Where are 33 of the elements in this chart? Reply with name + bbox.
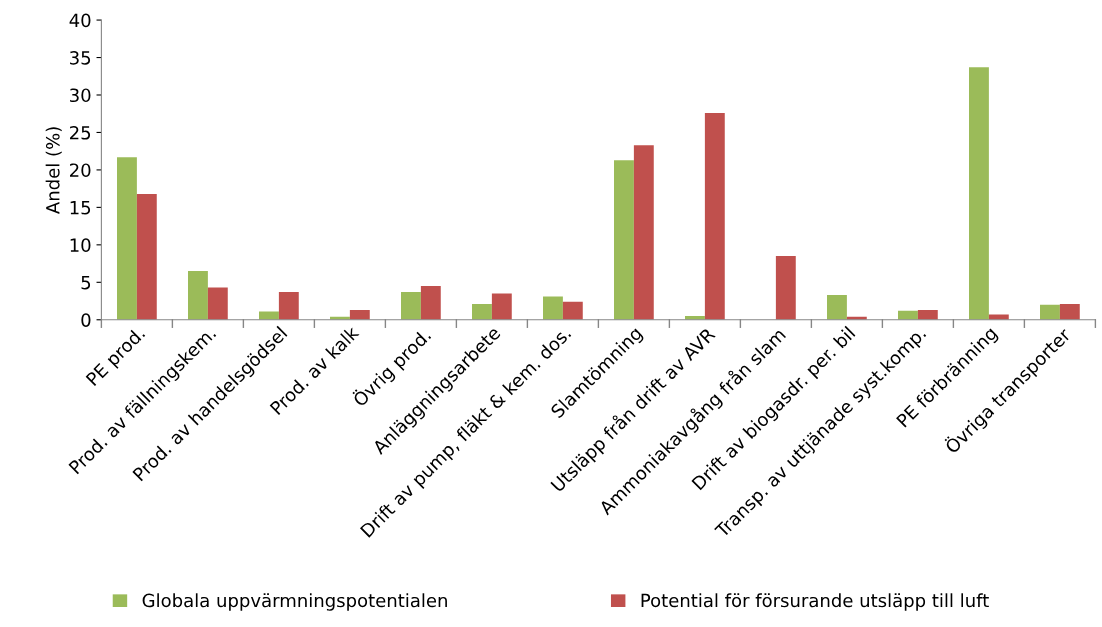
bar	[278, 292, 299, 320]
bar	[349, 310, 370, 320]
y-axis-title: Andel (%)	[45, 127, 62, 214]
bar	[420, 286, 441, 320]
bar	[562, 301, 583, 320]
y-tick-label: 5	[81, 276, 91, 290]
bar	[969, 67, 989, 320]
bar	[491, 293, 512, 320]
y-tick-label: 10	[70, 238, 91, 252]
bar	[704, 112, 725, 320]
y-tick-label: 25	[70, 125, 91, 140]
bar	[1040, 304, 1060, 320]
y-tick-label: 35	[70, 50, 91, 65]
bar	[472, 304, 492, 320]
bar	[614, 160, 634, 320]
bar	[917, 310, 938, 320]
y-tick-label: 20	[70, 163, 91, 178]
bar	[188, 271, 208, 320]
y-tick-label: 15	[70, 201, 91, 215]
bar	[1059, 304, 1080, 320]
bar	[136, 193, 157, 320]
y-tick-label: 0	[81, 313, 91, 327]
legend-label: Potential för försurande utsläpp till luft	[641, 593, 989, 611]
bar	[401, 292, 421, 320]
bar	[827, 295, 847, 320]
bar	[117, 157, 137, 320]
bar	[543, 296, 563, 320]
bar	[775, 256, 796, 320]
y-tick-label: 30	[70, 88, 91, 103]
bar	[633, 145, 654, 320]
legend-label: Globala uppvärmningspotentialen	[142, 593, 447, 611]
y-tick-label: 40	[69, 13, 91, 28]
bar	[207, 287, 228, 320]
